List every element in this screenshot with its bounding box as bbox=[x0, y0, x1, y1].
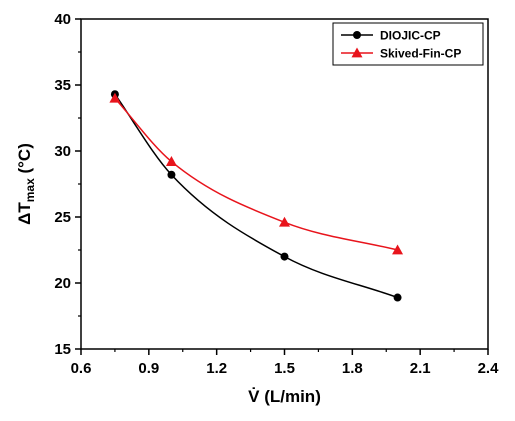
x-axis-title: V̇ (L/min) bbox=[248, 387, 321, 406]
legend-marker bbox=[353, 31, 361, 39]
plot-area bbox=[80, 18, 489, 350]
y-tick-label: 30 bbox=[54, 143, 71, 160]
x-tick-label: 0.9 bbox=[138, 360, 159, 377]
data-point bbox=[279, 216, 290, 227]
x-axis: 0.6 0.9 1.2 1.5 1.8 2.1 2.4 bbox=[71, 349, 500, 377]
legend-marker bbox=[351, 47, 363, 58]
y-tick-label: 15 bbox=[54, 341, 71, 358]
x-tick-label: 1.2 bbox=[206, 360, 227, 377]
series-line bbox=[114, 93, 398, 299]
y-tick-label: 35 bbox=[54, 77, 71, 94]
data-point bbox=[167, 170, 176, 179]
series-line bbox=[114, 97, 398, 251]
data-point bbox=[393, 293, 402, 302]
x-tick-label: 2.1 bbox=[410, 360, 431, 377]
y-tick-label: 25 bbox=[54, 209, 71, 226]
y-axis-title-suffix: (°C) bbox=[15, 143, 34, 178]
legend-box bbox=[332, 22, 484, 66]
data-point bbox=[280, 252, 289, 261]
y-axis-title-subscript: max bbox=[23, 178, 37, 202]
legend-label: Skived-Fin-CP bbox=[380, 47, 461, 61]
x-tick-label: 2.4 bbox=[478, 360, 500, 377]
x-tick-label: 1.5 bbox=[274, 360, 295, 377]
y-axis-title-prefix: ΔT bbox=[15, 202, 34, 225]
data-point bbox=[165, 156, 177, 166]
data-point bbox=[109, 92, 121, 103]
legend: DIOJIC-CP Skived-Fin-CP bbox=[332, 22, 484, 66]
x-tick-label: 0.6 bbox=[71, 360, 92, 377]
legend-label: DIOJIC-CP bbox=[380, 29, 441, 43]
y-tick-label: 20 bbox=[54, 275, 71, 292]
y-axis-title: ΔTmax (°C) bbox=[15, 143, 37, 225]
y-tick-label: 40 bbox=[54, 11, 71, 28]
series-layer bbox=[109, 90, 404, 302]
y-axis: 15 20 25 30 35 40 bbox=[54, 11, 81, 358]
x-tick-label: 1.8 bbox=[342, 360, 363, 377]
data-point bbox=[392, 244, 404, 255]
